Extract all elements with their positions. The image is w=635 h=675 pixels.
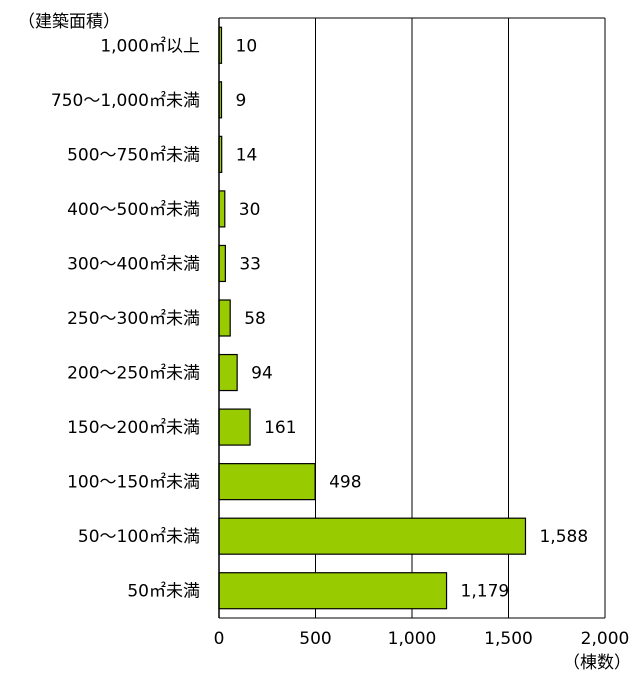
category-labels: 1,000㎡以上 750～1,000㎡未満 500～750㎡未満 400～500㎡未満… bbox=[51, 36, 200, 601]
data-label: 10 bbox=[236, 36, 258, 56]
x-tick-label: 500 bbox=[299, 629, 331, 649]
bar bbox=[218, 244, 226, 283]
x-tick-label: 0 bbox=[214, 629, 225, 649]
bar bbox=[218, 299, 231, 337]
category-label: 50～100㎡未満 bbox=[78, 527, 200, 547]
category-label: 750～1,000㎡未満 bbox=[51, 91, 200, 111]
category-label: 250～300㎡未満 bbox=[67, 309, 200, 329]
bars bbox=[218, 26, 527, 610]
category-label: 150～200㎡未満 bbox=[67, 418, 200, 438]
data-label: 14 bbox=[236, 145, 258, 165]
data-label: 94 bbox=[251, 364, 273, 384]
category-label: 100～150㎡未満 bbox=[67, 473, 200, 493]
bar bbox=[218, 353, 238, 392]
data-label: 1,588 bbox=[539, 527, 588, 547]
data-label: 161 bbox=[264, 418, 296, 438]
x-tick-label: 1,500 bbox=[484, 629, 533, 649]
category-label: 200～250㎡未満 bbox=[67, 364, 200, 384]
value-labels: 10 9 14 30 33 58 94 161 498 1,588 1,179 bbox=[236, 36, 589, 601]
bar bbox=[218, 408, 251, 446]
data-label: 33 bbox=[239, 254, 261, 274]
bar bbox=[218, 190, 226, 228]
category-label: 50㎡未満 bbox=[127, 582, 200, 602]
bar bbox=[218, 517, 527, 555]
data-label: 30 bbox=[239, 200, 261, 220]
x-tick-label: 2,000 bbox=[581, 629, 630, 649]
data-label: 498 bbox=[329, 473, 361, 493]
data-label: 58 bbox=[244, 309, 266, 329]
bar bbox=[218, 572, 448, 610]
data-label: 9 bbox=[236, 91, 247, 111]
category-label: 300～400㎡未満 bbox=[67, 254, 200, 274]
category-label: 500～750㎡未満 bbox=[67, 145, 200, 165]
y-axis-title: （建築面積） bbox=[18, 12, 120, 32]
x-tick-label: 1,000 bbox=[388, 629, 437, 649]
data-label: 1,179 bbox=[461, 582, 510, 602]
category-label: 1,000㎡以上 bbox=[100, 36, 200, 56]
x-axis-title: （棟数） bbox=[563, 653, 631, 673]
bar bbox=[218, 463, 316, 501]
category-label: 400～500㎡未満 bbox=[67, 200, 200, 220]
x-tick-labels: 0 500 1,000 1,500 2,000 bbox=[214, 629, 630, 649]
